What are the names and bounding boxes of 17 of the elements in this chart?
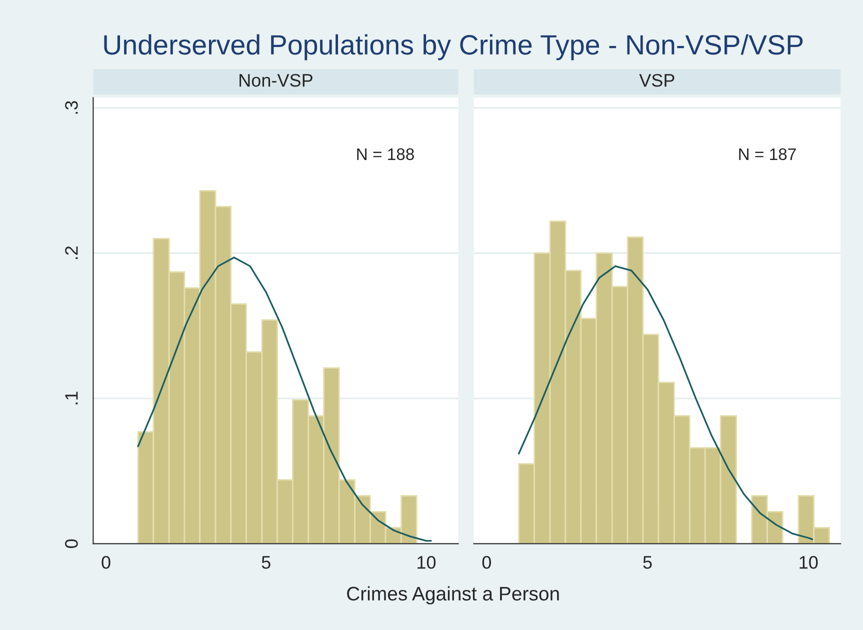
- x-tick-label: 10: [418, 556, 436, 569]
- x-tick-label: 5: [262, 556, 270, 569]
- x-tick-label: 0: [102, 556, 110, 569]
- line-series: [137, 256, 432, 542]
- x-axis-title: Crimes Against a Person: [347, 586, 559, 604]
- y-tick-label: .1: [65, 392, 78, 404]
- annotation: N = 188: [357, 148, 414, 160]
- chart-subtitle: VSP: [639, 74, 674, 87]
- y-tick-label: .2: [65, 246, 78, 259]
- y-tick-label: 0: [65, 539, 78, 548]
- chart-title: Underserved Populations by Crime Type - Non-VSP/VSP: [104, 34, 803, 60]
- x-tick-label: 0: [482, 556, 491, 569]
- x-tick-label: 10: [800, 556, 818, 569]
- y-tick-label: .3: [65, 101, 78, 114]
- x-tick-label: 5: [643, 556, 652, 569]
- annotation: N = 187: [739, 148, 796, 160]
- chart-subtitle: Non-VSP: [240, 74, 312, 87]
